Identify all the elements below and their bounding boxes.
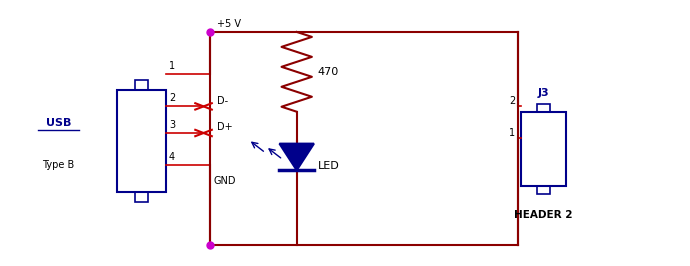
Text: +5 V: +5 V [217,19,241,29]
Text: D-: D- [217,96,228,106]
Text: 1: 1 [509,128,515,138]
Text: 1: 1 [169,61,175,71]
Polygon shape [279,144,314,170]
Text: HEADER 2: HEADER 2 [514,210,573,220]
Text: 470: 470 [317,67,339,77]
Text: LED: LED [317,161,339,171]
Text: J3: J3 [538,88,549,98]
Text: 4: 4 [169,152,175,162]
Text: USB: USB [46,118,71,128]
Text: D+: D+ [217,122,233,132]
Text: 3: 3 [169,120,175,130]
Text: 2: 2 [169,93,175,103]
Text: GND: GND [214,176,237,186]
Text: Type B: Type B [43,160,75,170]
Text: 2: 2 [509,96,515,106]
